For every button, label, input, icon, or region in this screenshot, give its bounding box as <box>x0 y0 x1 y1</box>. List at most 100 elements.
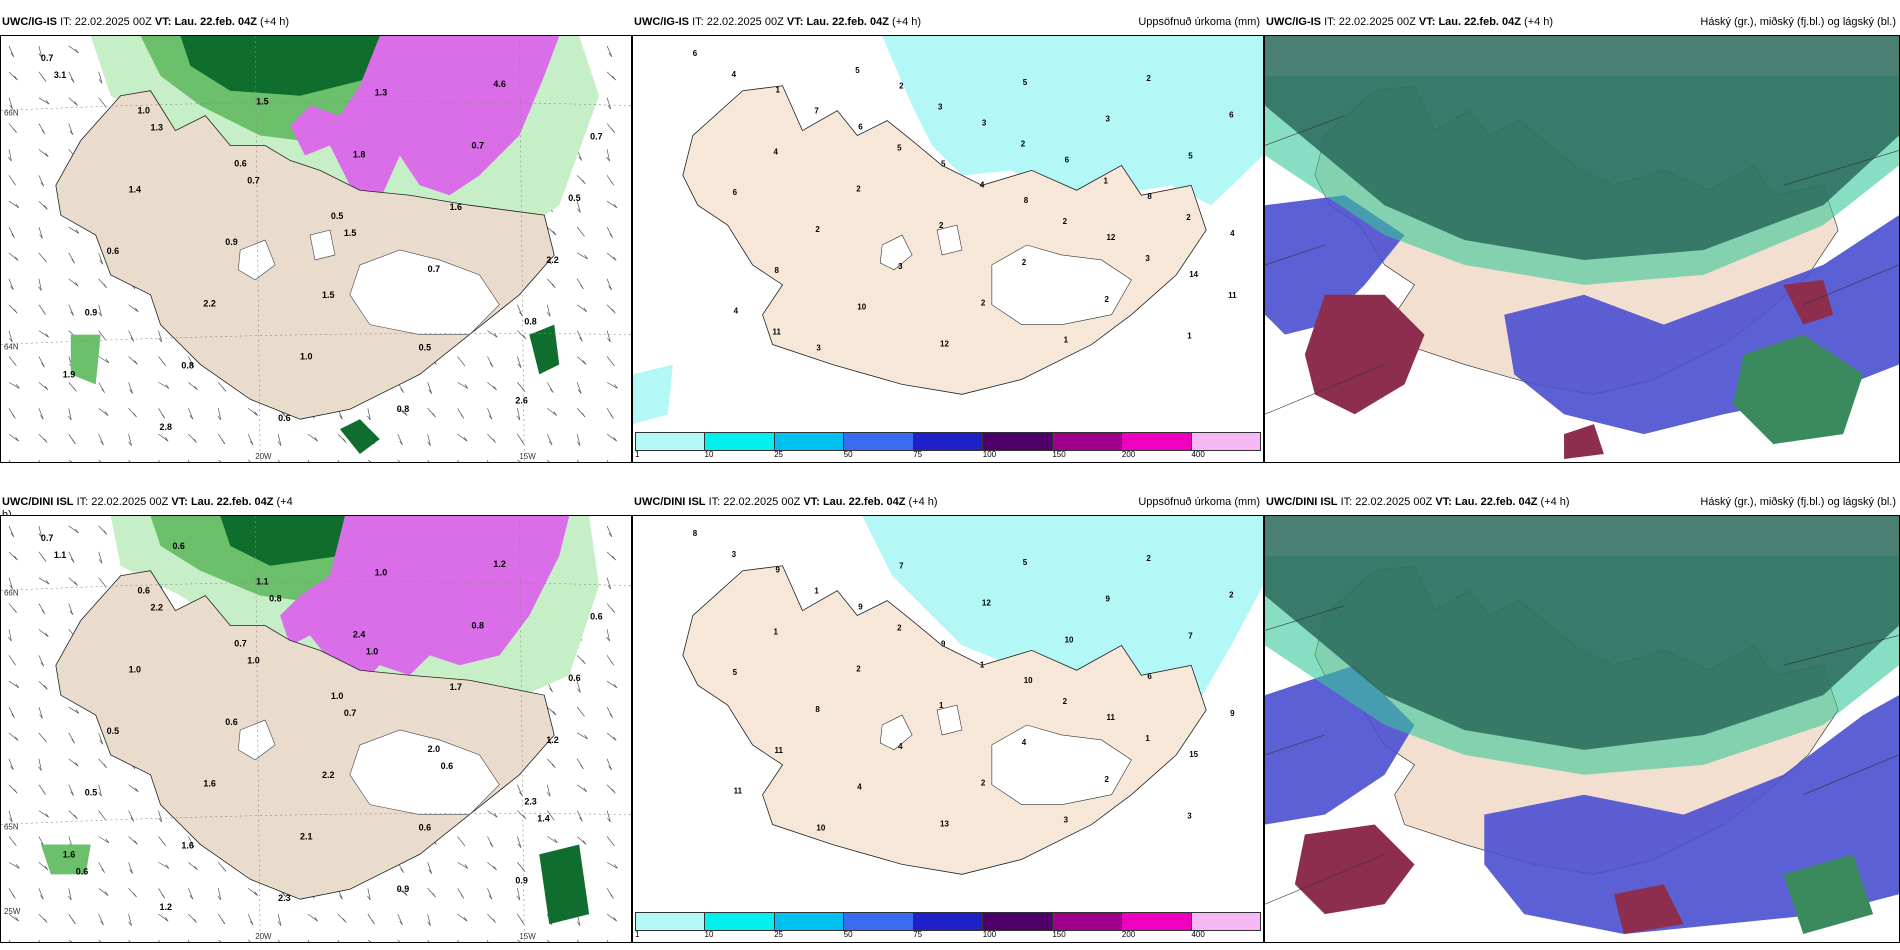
value-label: 2.6 <box>515 395 527 405</box>
map-wind[interactable]: 66N 64N 20W 15W 0.7 1.0 0.6 0.5 0.7 0.8 1.9 2.8… <box>0 35 632 463</box>
wind-barb <box>38 45 43 58</box>
value-label: 0.6 <box>568 673 580 683</box>
green-patch-south <box>339 419 380 455</box>
legend-tick-label: 200 <box>1121 930 1136 939</box>
value-label: 0.6 <box>172 541 184 551</box>
value-label: 1.7 <box>450 682 462 692</box>
wind-barb <box>188 408 194 420</box>
legend-tick-label: 10 <box>704 930 714 939</box>
wind-barb <box>128 382 134 394</box>
legend-swatch <box>1122 433 1192 450</box>
wind-barb <box>367 408 371 421</box>
value-label: 8 <box>693 529 698 538</box>
map-precip[interactable]: 6 1 6 5 8 12 14 4 3 2 3 6 8 4 8 10 12 5 3 5 6 2 3 2 1 2 6 4 2 2 2 2 1 4 7 5… <box>632 35 1264 463</box>
value-label: 2 <box>1021 139 1026 148</box>
value-label: 2 <box>939 221 944 230</box>
map-cloud[interactable] <box>1264 35 1900 463</box>
wind-barb <box>68 123 74 136</box>
wind-barb <box>8 149 12 162</box>
value-label: 2.2 <box>546 255 558 265</box>
wind-barb <box>397 913 403 926</box>
precip-magenta <box>280 516 570 686</box>
green-patch-east <box>529 324 560 375</box>
wind-barb <box>8 408 16 419</box>
panel-wind-ig: UWC/IG-IS IT: 22.02.2025 00Z VT: Lau. 22… <box>0 15 632 463</box>
wind-barb <box>128 356 138 365</box>
wind-barb <box>606 123 616 133</box>
wind-barb <box>98 433 104 446</box>
wind-barb <box>397 433 403 446</box>
value-label: 1 <box>814 587 819 596</box>
value-label: 1.3 <box>151 123 163 133</box>
value-label: 0.7 <box>472 140 484 150</box>
wind-map-svg: 66N 64N 20W 15W 0.7 1.0 0.6 0.5 0.7 0.8 1.9 2.8… <box>1 36 631 462</box>
lat-label: 66N <box>4 589 19 598</box>
wind-barb <box>188 862 198 871</box>
wind-barb <box>606 629 610 642</box>
lon-label: 15W <box>519 932 536 941</box>
wind-barb <box>397 862 405 873</box>
value-label: 2 <box>1186 213 1191 222</box>
wind-barb <box>38 706 43 719</box>
graticule <box>1 516 631 942</box>
wind-barb <box>367 888 371 901</box>
wind-barb <box>457 356 466 367</box>
wind-barb <box>8 71 18 81</box>
wind-barb <box>218 862 227 872</box>
value-label: 0.9 <box>85 308 97 318</box>
map-precip[interactable]: 8 9 9 9 10 11 15 11 10 7 12 10 6 9 11 4 13 5 9 7 5 8 4 2 3 2 2 1 2 1 4… <box>632 515 1264 943</box>
legend-swatch <box>1122 913 1192 930</box>
value-label: 1.5 <box>256 97 268 107</box>
value-label: 11 <box>773 328 782 337</box>
wind-barb <box>606 888 614 899</box>
precip-value-labels: 0.70.60.71.02.02.31.61.21.12.41.71.20.51… <box>41 533 603 912</box>
value-label: 9 <box>941 639 946 648</box>
value-label: 4.6 <box>493 79 505 89</box>
value-label: 1.9 <box>63 369 75 379</box>
legend-swatch <box>844 433 914 450</box>
value-label: 5 <box>855 66 860 75</box>
value-label: 3.1 <box>54 70 66 80</box>
wind-barb <box>8 45 15 58</box>
graticule <box>1 36 631 462</box>
wind-barb <box>38 680 48 690</box>
panel-right-title: Uppsöfnuð úrkoma (mm) <box>1138 16 1260 28</box>
wind-barb <box>188 433 197 443</box>
lon-label: 15W <box>519 452 536 461</box>
legend-tick-label: 25 <box>774 450 784 459</box>
wind-barb <box>38 913 48 923</box>
legend-tick-label: 1 <box>635 450 640 459</box>
value-label: 1.0 <box>366 646 378 656</box>
wind-barb <box>8 304 18 314</box>
wind-barb <box>158 862 170 869</box>
precip-magenta <box>290 36 560 201</box>
wind-barb <box>128 434 132 446</box>
wind-barb <box>576 175 586 185</box>
value-label: 0.5 <box>107 726 119 736</box>
value-label: 10 <box>1024 676 1033 685</box>
value-label: 0.7 <box>344 708 356 718</box>
value-label: 1.8 <box>353 149 365 159</box>
wind-barb <box>158 382 170 389</box>
value-label: 0.8 <box>269 594 281 604</box>
wind-barb <box>8 356 17 367</box>
value-label: 5 <box>1023 78 1028 87</box>
map-cloud[interactable] <box>1264 515 1900 943</box>
wind-barb <box>576 914 581 926</box>
wind-barb <box>38 732 47 743</box>
map-wind[interactable]: 66N 65N 25W 20W 15W 0.7 0.6 0.7 1.0 2.0 2.3 1.… <box>0 515 632 943</box>
wind-barb <box>68 97 78 106</box>
wind-barb <box>576 758 584 770</box>
value-label: 0.7 <box>234 638 246 648</box>
value-label: 2.2 <box>203 299 215 309</box>
legend-tick-label: 75 <box>913 930 923 939</box>
value-label: 4 <box>1022 738 1027 747</box>
wind-barb <box>188 382 198 391</box>
value-label: 7 <box>1188 631 1193 640</box>
panel-title: UWC/DINI ISL IT: 22.02.2025 00Z VT: Lau.… <box>1266 496 1570 508</box>
wind-barb <box>576 681 581 693</box>
legend-tick-label: 1 <box>635 930 640 939</box>
wind-barb <box>68 382 77 392</box>
wind-barb <box>606 913 618 922</box>
wind-barb <box>8 603 17 613</box>
